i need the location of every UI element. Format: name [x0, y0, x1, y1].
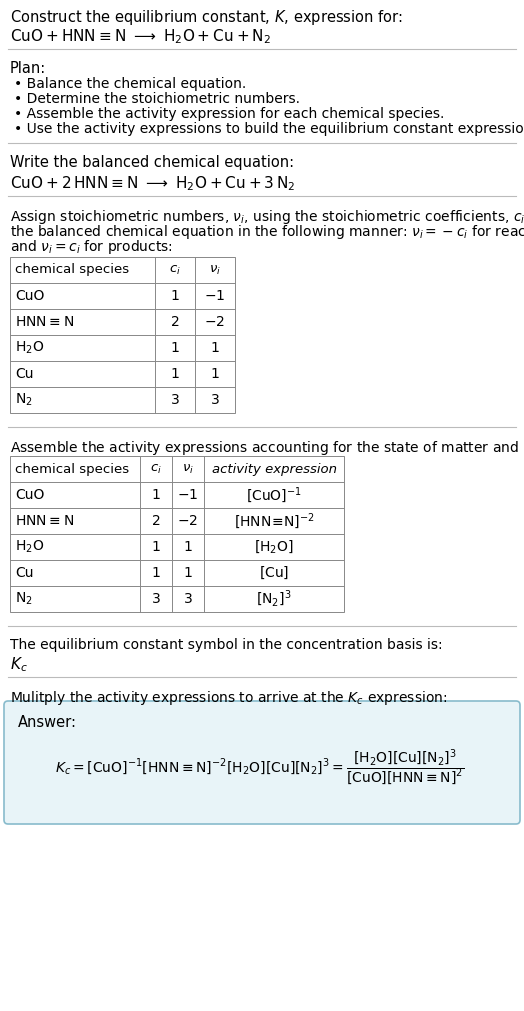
Text: Assemble the activity expressions accounting for the state of matter and $\nu_i$: Assemble the activity expressions accoun… [10, 439, 524, 457]
Text: Plan:: Plan: [10, 61, 46, 76]
Text: Cu: Cu [15, 367, 34, 381]
Text: H$_2$O: H$_2$O [15, 340, 44, 356]
Text: Write the balanced chemical equation:: Write the balanced chemical equation: [10, 155, 294, 170]
Text: 3: 3 [171, 393, 179, 407]
Text: Mulitply the activity expressions to arrive at the $K_c$ expression:: Mulitply the activity expressions to arr… [10, 690, 447, 707]
Text: 2: 2 [171, 315, 179, 329]
Text: • Assemble the activity expression for each chemical species.: • Assemble the activity expression for e… [14, 107, 444, 121]
Text: The equilibrium constant symbol in the concentration basis is:: The equilibrium constant symbol in the c… [10, 638, 443, 652]
Text: • Balance the chemical equation.: • Balance the chemical equation. [14, 77, 246, 91]
Text: 1: 1 [211, 367, 220, 381]
Text: Construct the equilibrium constant, $K$, expression for:: Construct the equilibrium constant, $K$,… [10, 8, 402, 27]
Text: 3: 3 [151, 592, 160, 606]
Text: and $\nu_i = c_i$ for products:: and $\nu_i = c_i$ for products: [10, 238, 173, 256]
Text: 1: 1 [183, 540, 192, 554]
Text: 1: 1 [171, 289, 179, 303]
Text: $K_c = [\mathrm{CuO}]^{-1}[\mathrm{HNN{\equiv}N}]^{-2}[\mathrm{H_2O}][\mathrm{Cu: $K_c = [\mathrm{CuO}]^{-1}[\mathrm{HNN{\… [55, 747, 465, 787]
Text: 1: 1 [151, 566, 160, 580]
Text: 1: 1 [183, 566, 192, 580]
Text: $-2$: $-2$ [204, 315, 225, 329]
Bar [10, 257, 235, 413]
Text: chemical species: chemical species [15, 264, 129, 276]
Text: chemical species: chemical species [15, 462, 129, 475]
Text: HNN$\equiv$N: HNN$\equiv$N [15, 315, 74, 329]
Bar [10, 456, 344, 612]
Text: HNN$\equiv$N: HNN$\equiv$N [15, 514, 74, 528]
Text: 1: 1 [171, 341, 179, 355]
Text: 1: 1 [151, 488, 160, 502]
Text: 1: 1 [211, 341, 220, 355]
Text: $\nu_i$: $\nu_i$ [182, 462, 194, 475]
Text: 3: 3 [211, 393, 220, 407]
Text: 2: 2 [151, 514, 160, 528]
Text: $K_c$: $K_c$ [10, 655, 28, 673]
Text: activity expression: activity expression [212, 462, 336, 475]
Text: $\mathrm{CuO + 2\,HNN{\equiv}N\ \longrightarrow\ H_2O + Cu + 3\,N_2}$: $\mathrm{CuO + 2\,HNN{\equiv}N\ \longrig… [10, 174, 296, 193]
Text: Assign stoichiometric numbers, $\nu_i$, using the stoichiometric coefficients, $: Assign stoichiometric numbers, $\nu_i$, … [10, 208, 524, 226]
Text: • Determine the stoichiometric numbers.: • Determine the stoichiometric numbers. [14, 92, 300, 106]
Text: $-1$: $-1$ [178, 488, 199, 502]
Text: N$_2$: N$_2$ [15, 392, 32, 408]
Text: $c_i$: $c_i$ [150, 462, 162, 475]
Text: $\mathrm{CuO + HNN{\equiv}N\ \longrightarrow\ H_2O + Cu + N_2}$: $\mathrm{CuO + HNN{\equiv}N\ \longrighta… [10, 27, 271, 45]
Text: $[\mathrm{CuO}]^{-1}$: $[\mathrm{CuO}]^{-1}$ [246, 485, 302, 504]
Text: $[\mathrm{HNN}\!\equiv\!\mathrm{N}]^{-2}$: $[\mathrm{HNN}\!\equiv\!\mathrm{N}]^{-2}… [234, 511, 314, 531]
Text: N$_2$: N$_2$ [15, 590, 32, 608]
Text: Cu: Cu [15, 566, 34, 580]
Text: CuO: CuO [15, 289, 45, 303]
Text: $[\mathrm{N_2}]^3$: $[\mathrm{N_2}]^3$ [256, 588, 292, 610]
Text: Answer:: Answer: [18, 715, 77, 730]
Text: $c_i$: $c_i$ [169, 264, 181, 277]
Text: 1: 1 [171, 367, 179, 381]
Text: $-2$: $-2$ [178, 514, 199, 528]
Text: $-1$: $-1$ [204, 289, 226, 303]
Text: 3: 3 [183, 592, 192, 606]
FancyBboxPatch shape [4, 701, 520, 824]
Text: the balanced chemical equation in the following manner: $\nu_i = -c_i$ for react: the balanced chemical equation in the fo… [10, 223, 524, 241]
Text: $[\mathrm{Cu}]$: $[\mathrm{Cu}]$ [259, 565, 289, 581]
Text: 1: 1 [151, 540, 160, 554]
Text: H$_2$O: H$_2$O [15, 539, 44, 555]
Text: $\nu_i$: $\nu_i$ [209, 264, 221, 277]
Text: CuO: CuO [15, 488, 45, 502]
Text: • Use the activity expressions to build the equilibrium constant expression.: • Use the activity expressions to build … [14, 122, 524, 136]
Text: $[\mathrm{H_2O}]$: $[\mathrm{H_2O}]$ [254, 539, 294, 555]
